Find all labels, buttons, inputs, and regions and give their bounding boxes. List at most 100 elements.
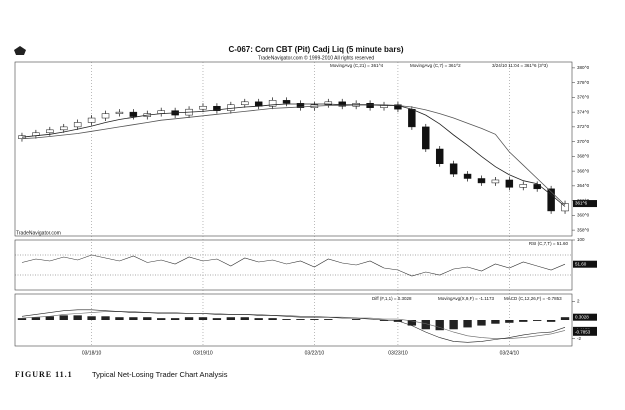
panel-frame (14, 61, 573, 237)
histogram-bar (212, 318, 222, 320)
last-value-label: 0.3028 (575, 314, 589, 319)
histogram-bar (115, 317, 124, 320)
candle-body (241, 101, 249, 106)
macd-line (21, 311, 566, 339)
last-value-label: -0.7853 (575, 329, 591, 334)
x-tick-label: 03/24/10 (500, 350, 520, 356)
histogram-bar (240, 317, 249, 320)
panel-frame (14, 239, 573, 291)
moving-average-line (21, 103, 566, 207)
histogram-bar (435, 320, 444, 331)
y-tick-label: 380^0 (577, 65, 590, 70)
x-tick-label: 03/19/10 (193, 350, 213, 356)
candle-body (199, 105, 207, 110)
candle-body (227, 104, 235, 111)
histogram-bar (268, 318, 277, 320)
candle-body (463, 173, 472, 179)
histogram-bar (407, 320, 417, 326)
candle-body (268, 100, 277, 107)
chart-title: C-067: Corn CBT (Pit) Cadj Liq (5 minute… (228, 45, 403, 54)
last-value-box (573, 313, 597, 321)
histogram-bar (505, 320, 514, 323)
candle-body (491, 179, 500, 184)
candle-body (505, 179, 514, 188)
histogram-bar (519, 320, 528, 322)
histogram-bar (198, 317, 208, 320)
y-tick-label: 100 (577, 237, 585, 242)
candle-body (422, 126, 430, 150)
last-value-box (573, 260, 597, 268)
bar-info: 3/24/10 11:04 = 361^6 (3^3) (492, 63, 548, 68)
histogram-bar (87, 316, 96, 320)
legend-entry: RSI (C,7,T) = 51.60 (529, 241, 569, 246)
histogram-bar (296, 319, 305, 320)
histogram-bar (73, 315, 82, 320)
y-tick-label: 376^0 (577, 95, 590, 100)
histogram-bar (546, 320, 556, 322)
histogram-bar (533, 320, 542, 321)
histogram-bar (101, 316, 110, 320)
rsi-line (21, 254, 566, 277)
histogram-bar (254, 318, 263, 320)
histogram-bar (157, 318, 166, 320)
histogram-bar (45, 316, 54, 320)
histogram-bar (226, 317, 236, 320)
y-tick-label: 378^0 (577, 80, 590, 85)
candle-body (366, 103, 374, 108)
candle-body (115, 111, 124, 114)
panel-frame (14, 293, 573, 347)
candle-body (60, 126, 68, 131)
y-tick-label: 372^0 (577, 124, 590, 129)
x-tick-label: 03/23/10 (388, 350, 408, 356)
histogram-bar (421, 320, 430, 330)
y-tick-label: 366^0 (577, 168, 590, 173)
y-tick-label: -2 (577, 336, 581, 341)
y-tick-label: 370^0 (577, 139, 590, 144)
histogram-bar (560, 317, 570, 320)
histogram-bar (170, 318, 180, 320)
candle-body (338, 101, 346, 107)
candle-body (73, 122, 82, 128)
x-tick-label: 03/22/10 (305, 350, 325, 356)
candle-body (477, 178, 486, 184)
logo (14, 46, 26, 55)
candle-body (87, 117, 96, 123)
candle-body (282, 100, 291, 104)
histogram-bar (477, 320, 486, 326)
candle-body (533, 184, 541, 190)
candle-body (408, 108, 416, 128)
legend-entry: Diff (F,1,1) = 0.3028 (372, 296, 412, 301)
x-tick-label: 03/18/10 (82, 350, 102, 356)
last-value-box (573, 328, 597, 336)
legend-entry: MACD (C,12,26,F) = -0.7853 (504, 296, 562, 301)
watermark: TradeNavigator.com (16, 230, 61, 236)
histogram-bar (310, 319, 319, 320)
histogram-bar (31, 317, 41, 320)
histogram-bar (17, 318, 27, 320)
histogram-bar (184, 317, 194, 320)
y-tick-label: 360^0 (577, 213, 590, 218)
candle-body (324, 101, 333, 106)
y-tick-label: 368^0 (577, 154, 590, 159)
y-tick-label: 2 (577, 299, 580, 304)
candle-body (101, 113, 110, 119)
legend-entry: MovingAvg (C,21) = 361^4 (330, 63, 384, 68)
y-tick-label: 358^0 (577, 227, 590, 232)
last-value-box (573, 200, 597, 208)
last-value-label: 361^6 (575, 201, 588, 206)
figure-caption: Typical Net-Losing Trader Chart Analysis (92, 370, 228, 379)
histogram-bar (491, 320, 500, 324)
y-tick-label: 374^0 (577, 109, 590, 114)
chart-subtitle: TradeNavigator.com © 1999-2010 All right… (258, 54, 375, 61)
y-tick-label: 364^0 (577, 183, 590, 188)
histogram-bar (129, 317, 138, 320)
candle-body (519, 184, 527, 188)
histogram-bar (351, 319, 361, 320)
candle-body (46, 129, 54, 134)
candle-body (561, 203, 569, 212)
macd-line (21, 309, 566, 343)
figure-label: FIGURE 11.1 (15, 370, 73, 379)
